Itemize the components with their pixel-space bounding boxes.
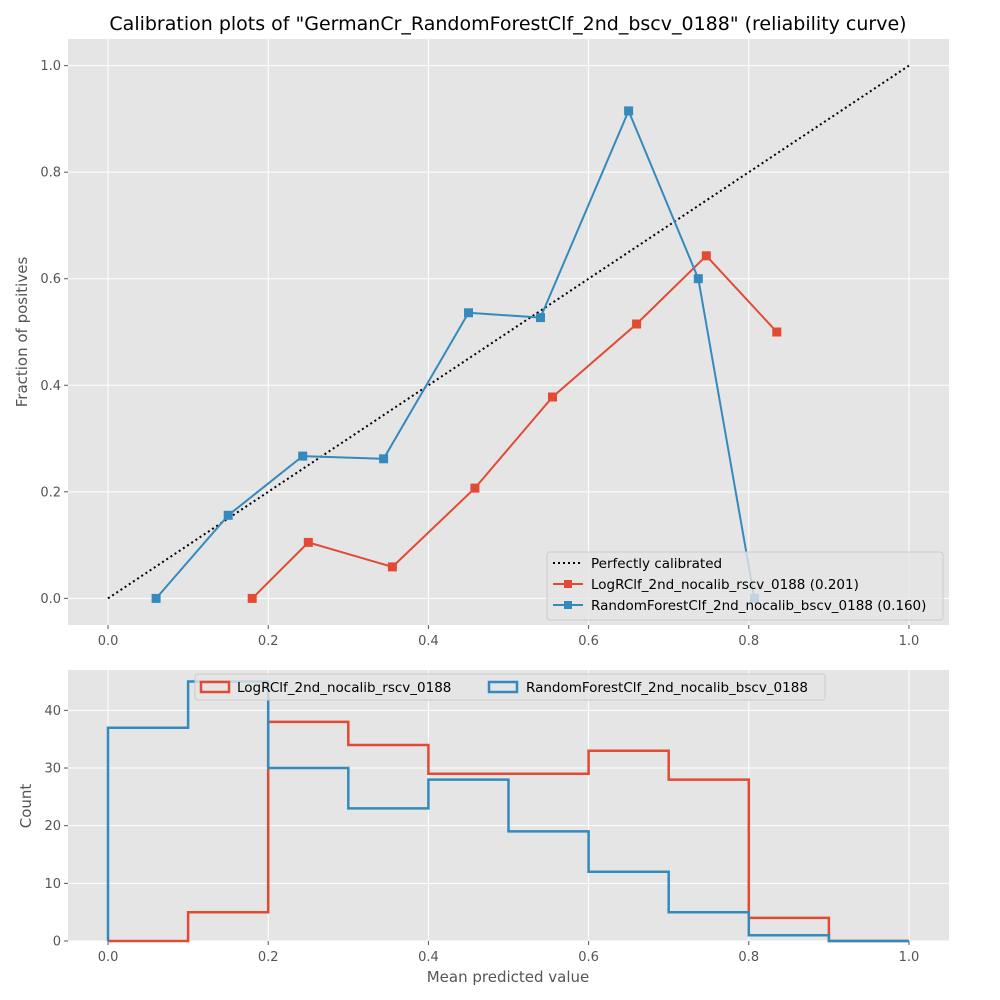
histogram-x-tick-label: 0.2	[258, 950, 279, 965]
calibration-legend-box	[546, 551, 944, 621]
calibration-series	[107, 64, 910, 603]
legend-marker-rf	[564, 601, 572, 609]
histogram-x-tick-label: 1.0	[899, 950, 920, 965]
calibration-y-axis-label: Fraction of positives	[13, 257, 31, 408]
calibration-point-1	[624, 106, 634, 116]
calibration-x-tick-label: 0.0	[98, 634, 119, 649]
calibration-ticks: 0.0 0.2 0.4 0.6 0.8 1.0 0.0 0.2 0.4 0.6 0.8 1.0	[40, 59, 919, 649]
histogram-y-tick-label: 10	[44, 877, 61, 892]
histogram-x-tick-label: 0.6	[578, 950, 599, 965]
legend-label-rf: RandomForestClf_2nd_nocalib_bscv_0188 (0…	[591, 598, 926, 614]
calibration-x-tick-label: 0.2	[258, 634, 279, 649]
calibration-legend: Perfectly calibrated LogRClf_2nd_nocalib…	[546, 551, 944, 621]
calibration-point-1	[298, 451, 308, 461]
calibration-y-tick-label: 0.4	[40, 379, 61, 394]
calibration-panel: Calibration plots of "GermanCr_RandomFor…	[13, 13, 949, 649]
calibration-point-0	[387, 562, 397, 572]
legend-label-hist-rf: RandomForestClf_2nd_nocalib_bscv_0188	[526, 680, 808, 696]
legend-marker-logr	[564, 580, 572, 588]
histogram-x-axis-label: Mean predicted value	[427, 968, 590, 986]
calibration-y-tick-label: 0.2	[40, 485, 61, 500]
calibration-point-0	[701, 251, 711, 261]
legend-label-hist-logr: LogRClf_2nd_nocalib_rscv_0188	[237, 680, 451, 696]
legend-patch-rf	[487, 680, 519, 694]
calibration-y-tick-label: 1.0	[40, 59, 61, 74]
calibration-x-tick-label: 0.6	[578, 634, 599, 649]
chart-title: Calibration plots of "GermanCr_RandomFor…	[109, 13, 906, 35]
histogram-ticks: 0.0 0.2 0.4 0.6 0.8 1.0 0 10 20 30 40	[44, 704, 919, 965]
calibration-series-line-0	[251, 254, 778, 600]
calibration-point-1	[536, 313, 545, 323]
calibration-x-tick-label: 1.0	[899, 634, 920, 649]
calibration-point-1	[464, 308, 473, 318]
histogram-x-tick-label: 0.4	[418, 950, 439, 965]
histogram-x-tick-label: 0.8	[738, 950, 759, 965]
perfectly-calibrated-line	[107, 64, 910, 600]
histogram-panel: 0.0 0.2 0.4 0.6 0.8 1.0 0 10 20 30 40 Mean predict…	[17, 670, 949, 986]
histogram-y-axis-label: Count	[17, 784, 35, 829]
legend-label-perfect: Perfectly calibrated	[591, 556, 722, 572]
calibration-point-1	[151, 593, 161, 603]
calibration-point-1	[693, 274, 703, 284]
calibration-x-tick-label: 0.4	[418, 634, 439, 649]
calibration-point-1	[223, 510, 233, 520]
histogram-y-tick-label: 0	[53, 935, 61, 950]
histogram-x-tick-label: 0.0	[98, 950, 119, 965]
histogram-y-tick-label: 40	[44, 704, 61, 719]
calibration-point-1	[379, 454, 389, 464]
calibration-point-0	[548, 392, 557, 402]
histogram-legend: LogRClf_2nd_nocalib_rscv_0188 RandomFore…	[194, 673, 826, 701]
calibration-point-0	[470, 483, 480, 493]
histogram-y-tick-label: 30	[44, 762, 61, 777]
calibration-point-0	[632, 319, 642, 329]
calibration-x-tick-label: 0.8	[738, 634, 759, 649]
legend-patch-logr	[199, 680, 231, 694]
calibration-point-0	[772, 327, 782, 337]
calibration-y-tick-label: 0.8	[40, 166, 61, 181]
calibration-y-tick-label: 0.6	[40, 272, 61, 287]
calibration-y-tick-label: 0.0	[40, 592, 61, 607]
histogram-y-tick-label: 20	[44, 819, 61, 834]
histogram-legend-box	[194, 673, 826, 701]
calibration-point-0	[303, 537, 313, 547]
legend-label-logr: LogRClf_2nd_nocalib_rscv_0188 (0.201)	[591, 577, 859, 593]
calibration-point-0	[247, 593, 257, 603]
